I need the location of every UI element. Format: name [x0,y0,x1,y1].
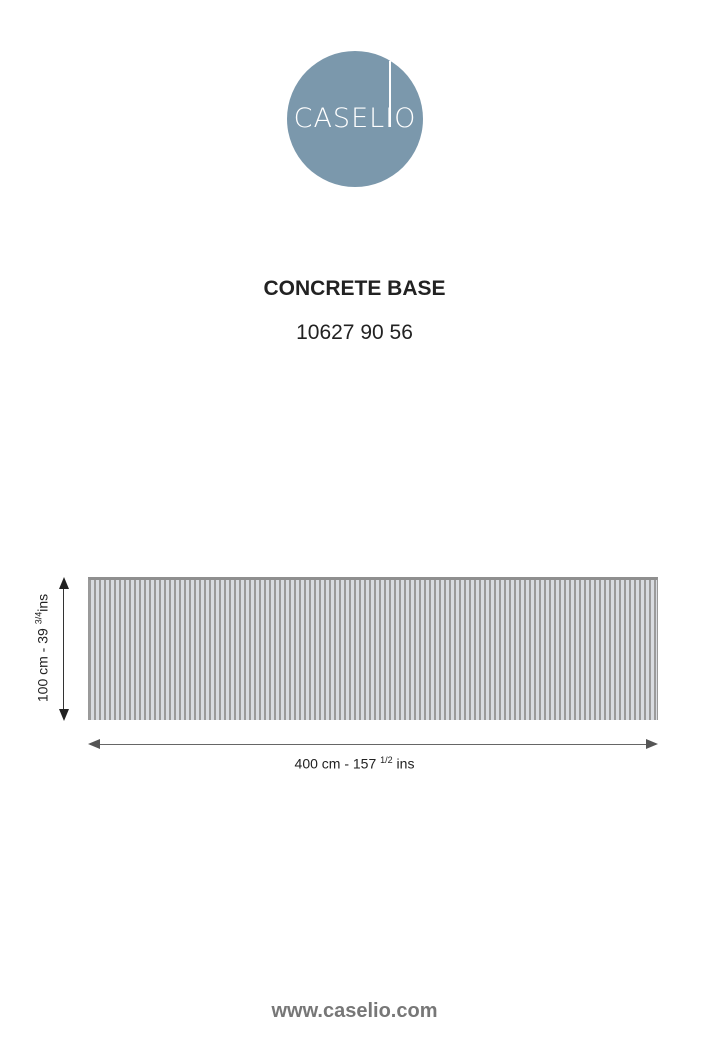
height-dimension-line [63,580,64,718]
width-unit: ins [392,755,415,772]
width-label: 400 cm - 157 1/2 ins [0,755,709,772]
caselio-logo: CASELIO [287,51,423,187]
wallpaper-panel-preview [88,577,658,720]
width-fraction: 1/2 [380,755,393,765]
product-code: 10627 90 56 [296,321,413,344]
height-unit: ins [34,593,51,612]
height-value: 100 cm - 39 [34,624,51,703]
height-label: 100 cm - 39 3/4ins [34,594,51,702]
arrow-left-icon [88,739,100,749]
arrow-up-icon [59,577,69,589]
width-value: 400 cm - 157 [294,755,381,772]
logo-bar [389,61,391,127]
arrow-down-icon [59,709,69,721]
website-link[interactable]: www.caselio.com [271,1000,438,1022]
logo-text: CASELIO [293,103,417,134]
arrow-right-icon [646,739,658,749]
width-dimension-line [90,744,656,745]
height-fraction: 3/4 [33,611,44,625]
product-title: CONCRETE BASE [263,277,446,300]
